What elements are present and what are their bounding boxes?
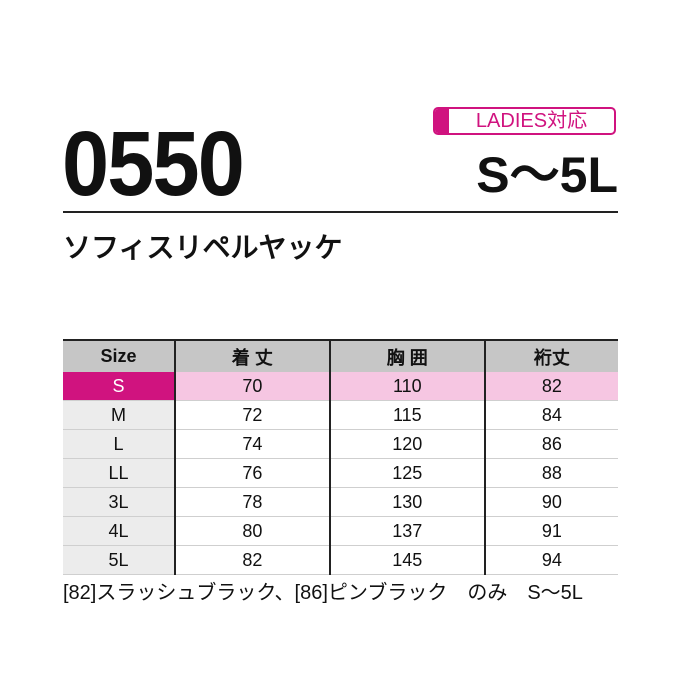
- product-name: ソフィスリペルヤッケ: [63, 232, 343, 263]
- cell-chest: 125: [328, 458, 485, 488]
- cell-size: LL: [63, 458, 175, 488]
- cell-size: 3L: [63, 487, 175, 517]
- table-row: M 72 115 84: [63, 400, 618, 430]
- cell-length: 82: [174, 545, 330, 575]
- cell-chest: 145: [328, 545, 485, 575]
- table-row: 3L 78 130 90: [63, 487, 618, 517]
- cell-chest: 110: [328, 372, 485, 401]
- table-row: L 74 120 86: [63, 429, 618, 459]
- table-row: S 70 110 82: [63, 372, 618, 401]
- cell-length: 76: [174, 458, 330, 488]
- size-range: S〜5L: [476, 147, 618, 203]
- cell-length: 70: [174, 372, 330, 401]
- divider: [63, 211, 618, 213]
- cell-sleeve: 91: [483, 516, 618, 546]
- cell-sleeve: 86: [483, 429, 618, 459]
- header-size: Size: [63, 339, 175, 372]
- cell-length: 80: [174, 516, 330, 546]
- cell-size: 5L: [63, 545, 175, 575]
- badge-label: LADIES対応: [475, 110, 588, 132]
- cell-size: L: [63, 429, 175, 459]
- cell-chest: 115: [328, 400, 485, 430]
- header-length: 着 丈: [174, 339, 330, 372]
- color-note: [82]スラッシュブラック、[86]ピンブラック のみ S〜5L: [63, 582, 583, 604]
- cell-length: 74: [174, 429, 330, 459]
- cell-length: 72: [174, 400, 330, 430]
- header-chest: 胸 囲: [328, 339, 485, 372]
- cell-chest: 120: [328, 429, 485, 459]
- cell-sleeve: 82: [483, 372, 618, 401]
- size-table: Size 着 丈 胸 囲 裄丈 S 70 110 82 M 72 115 84 L 74 120 86…: [63, 339, 618, 575]
- cell-size: S: [63, 372, 175, 401]
- table-header-row: Size 着 丈 胸 囲 裄丈: [63, 339, 618, 372]
- cell-length: 78: [174, 487, 330, 517]
- cell-sleeve: 94: [483, 545, 618, 575]
- cell-size: M: [63, 400, 175, 430]
- badge-accent-bar: [435, 109, 449, 133]
- product-code: 0550: [62, 113, 245, 215]
- ladies-badge: LADIES対応: [433, 107, 616, 135]
- table-row: 4L 80 137 91: [63, 516, 618, 546]
- header-sleeve: 裄丈: [483, 339, 618, 372]
- cell-size: 4L: [63, 516, 175, 546]
- cell-chest: 137: [328, 516, 485, 546]
- cell-chest: 130: [328, 487, 485, 517]
- cell-sleeve: 84: [483, 400, 618, 430]
- table-row: 5L 82 145 94: [63, 545, 618, 575]
- cell-sleeve: 88: [483, 458, 618, 488]
- table-row: LL 76 125 88: [63, 458, 618, 488]
- cell-sleeve: 90: [483, 487, 618, 517]
